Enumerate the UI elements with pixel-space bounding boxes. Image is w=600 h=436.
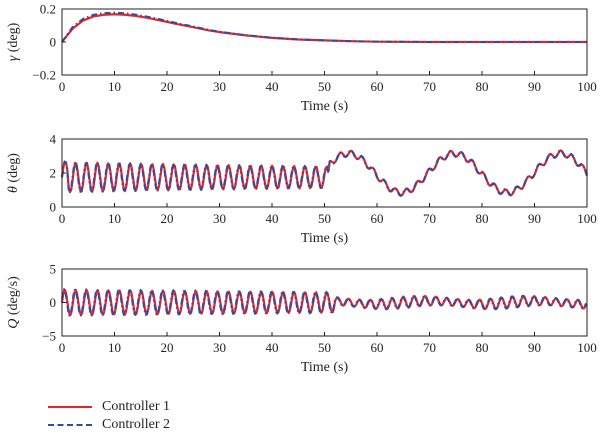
legend-item-controller-1: Controller 1 <box>48 398 170 416</box>
y-axis-label: γ (deg) <box>6 22 21 61</box>
y-tick-label: 2 <box>50 166 57 181</box>
x-tick-label: 50 <box>318 340 331 355</box>
x-tick-label: 90 <box>528 211 541 226</box>
x-axis-label: Time (s) <box>301 99 349 114</box>
x-tick-label: 10 <box>108 79 121 94</box>
y-tick-label: 0.2 <box>40 2 56 17</box>
legend-swatch-dashdot-line <box>48 424 92 426</box>
legend-label: Controller 1 <box>102 399 171 414</box>
x-tick-label: 60 <box>371 340 384 355</box>
y-tick-label: 0 <box>50 295 57 310</box>
x-tick-label: 80 <box>476 79 489 94</box>
x-tick-label: 60 <box>371 79 384 94</box>
x-tick-label: 30 <box>213 211 226 226</box>
x-tick-label: 80 <box>476 340 489 355</box>
x-tick-label: 0 <box>59 79 66 94</box>
x-tick-label: 100 <box>577 340 597 355</box>
legend: Controller 1 Controller 2 <box>48 398 170 434</box>
x-tick-label: 80 <box>476 211 489 226</box>
y-tick-label: 0 <box>50 200 57 215</box>
x-tick-label: 10 <box>108 211 121 226</box>
legend-item-controller-2: Controller 2 <box>48 416 170 434</box>
x-tick-label: 70 <box>423 79 436 94</box>
x-tick-label: 30 <box>213 340 226 355</box>
x-tick-label: 30 <box>213 79 226 94</box>
x-tick-label: 100 <box>577 79 597 94</box>
y-tick-label: −5 <box>42 329 56 344</box>
legend-swatch-solid-line <box>48 406 92 408</box>
series-line-controller-2 <box>61 149 588 197</box>
y-tick-label: −0.2 <box>32 68 56 83</box>
y-tick-label: 5 <box>50 262 57 277</box>
y-axis-label: Q (deg/s) <box>6 276 21 329</box>
x-axis-label: Time (s) <box>301 360 349 375</box>
x-tick-label: 90 <box>528 340 541 355</box>
x-tick-label: 10 <box>108 340 121 355</box>
x-axis-label: Time (s) <box>301 231 349 246</box>
y-axis-label: θ (deg) <box>6 153 21 193</box>
y-tick-label: 4 <box>50 132 57 147</box>
x-tick-label: 40 <box>266 79 279 94</box>
x-tick-label: 20 <box>161 79 174 94</box>
x-tick-label: 50 <box>318 211 331 226</box>
series-line-controller-1 <box>60 149 589 197</box>
x-tick-label: 70 <box>423 340 436 355</box>
x-tick-label: 50 <box>318 79 331 94</box>
x-tick-label: 40 <box>266 211 279 226</box>
x-tick-label: 90 <box>528 79 541 94</box>
x-tick-label: 20 <box>161 211 174 226</box>
x-tick-label: 60 <box>371 211 384 226</box>
series-line-controller-2 <box>61 11 587 43</box>
x-tick-label: 0 <box>59 340 66 355</box>
x-tick-label: 0 <box>59 211 66 226</box>
y-tick-label: 0 <box>50 35 57 50</box>
legend-label: Controller 2 <box>102 417 171 432</box>
x-tick-label: 70 <box>423 211 436 226</box>
x-tick-label: 20 <box>161 340 174 355</box>
x-tick-label: 40 <box>266 340 279 355</box>
x-tick-label: 100 <box>577 211 597 226</box>
series-line-controller-1 <box>61 13 587 44</box>
series-line-controller-2 <box>61 288 587 317</box>
